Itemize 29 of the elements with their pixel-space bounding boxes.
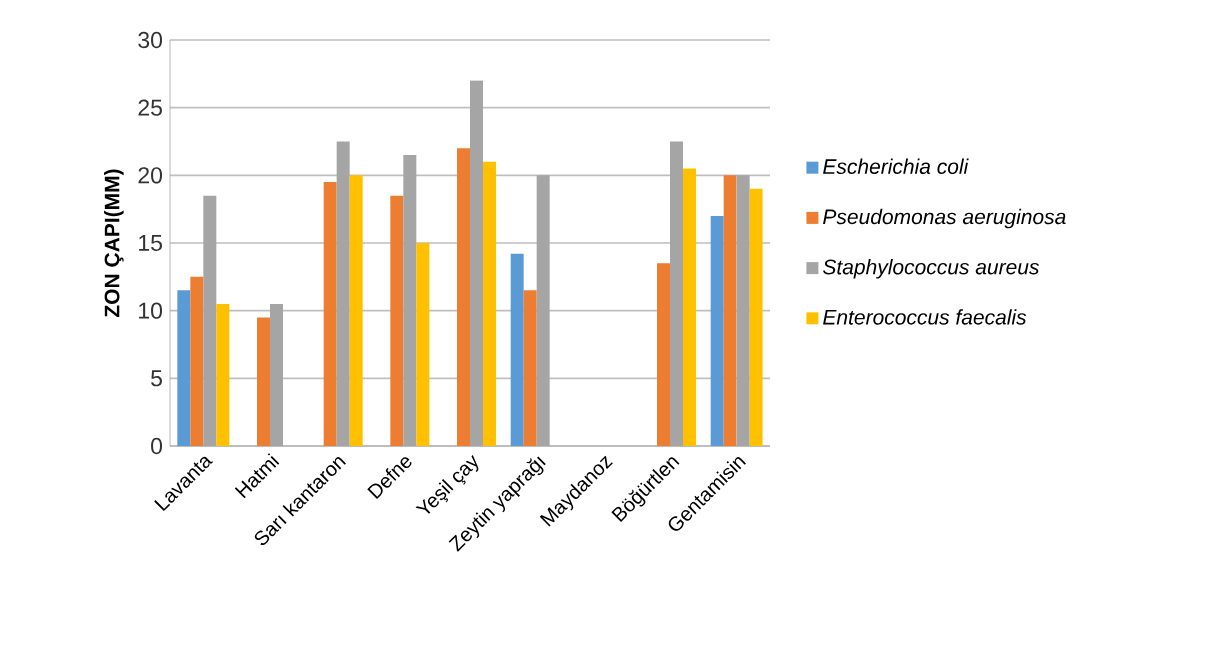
y-tick-label: 15 xyxy=(139,234,162,252)
bar xyxy=(257,317,270,447)
bar xyxy=(523,290,537,447)
y-tick-label: 20 xyxy=(138,167,163,184)
bar xyxy=(749,188,763,447)
bar xyxy=(657,263,670,447)
bar xyxy=(177,290,191,447)
legend-label: Pseudomonas aeruginosa xyxy=(823,208,1066,229)
bar xyxy=(323,182,337,447)
y-tick-label: 0 xyxy=(151,437,163,455)
y-axis-title: ZON ÇAPI(MM) xyxy=(104,169,124,318)
legend-label: Enterococcus faecalis xyxy=(823,309,1027,325)
bar xyxy=(216,303,230,447)
bar xyxy=(416,243,430,447)
bar xyxy=(483,161,496,447)
bar xyxy=(683,168,696,447)
legend-label: Escherichia coli xyxy=(823,158,969,175)
bar xyxy=(510,253,524,447)
bar xyxy=(457,148,470,447)
bar xyxy=(710,215,724,447)
y-tick-label: 10 xyxy=(139,302,163,319)
bar xyxy=(190,276,204,447)
bar xyxy=(723,175,737,447)
bar xyxy=(390,195,404,447)
y-tick-label: 30 xyxy=(138,31,163,49)
y-tick-label: 5 xyxy=(151,370,162,387)
legend-label: Staphylococcus aureus xyxy=(822,259,1040,279)
bar xyxy=(349,175,363,447)
y-tick-label: 25 xyxy=(138,99,162,116)
